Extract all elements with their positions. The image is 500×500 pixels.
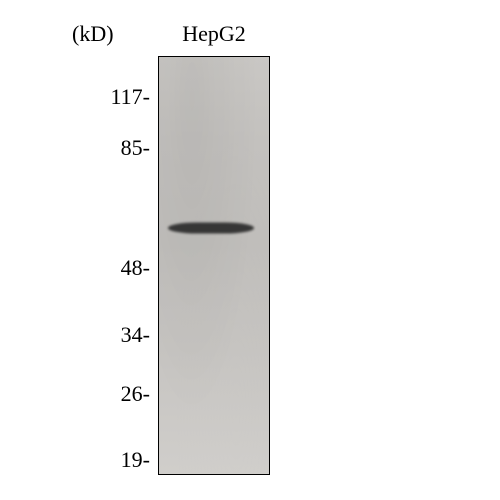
mw-marker-117: 117- bbox=[0, 84, 150, 110]
sample-label-hepg2: HepG2 bbox=[154, 21, 274, 47]
mw-marker-19: 19- bbox=[0, 447, 150, 473]
mw-marker-26: 26- bbox=[0, 381, 150, 407]
mw-marker-85: 85- bbox=[0, 135, 150, 161]
blot-figure: { "axis": { "unit_label": "(kD)", "unit_… bbox=[0, 0, 500, 500]
axis-unit-label: (kD) bbox=[72, 21, 114, 47]
blot-lane bbox=[158, 56, 270, 475]
mw-marker-34: 34- bbox=[0, 322, 150, 348]
protein-band bbox=[168, 223, 254, 234]
lane-noise-overlay bbox=[159, 57, 269, 474]
mw-marker-48: 48- bbox=[0, 255, 150, 281]
